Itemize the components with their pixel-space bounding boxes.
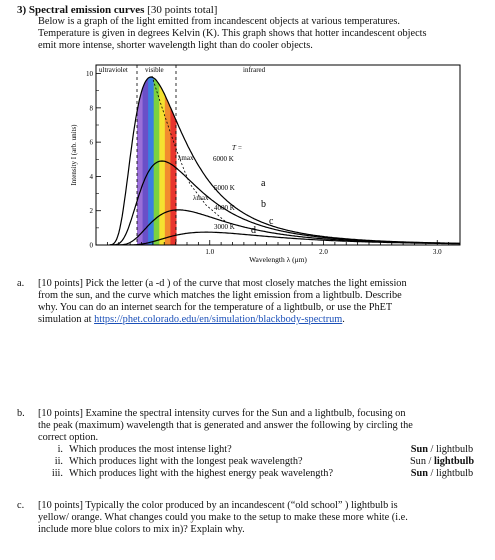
spectrum-stripe [137,77,144,245]
y-tick-label: 10 [86,70,94,78]
y-axis-label: Intensity I (arb. units) [70,124,78,186]
question-a-line: simulation at https://phet.colorado.edu/… [38,314,345,325]
question-c-line: [10 points] Typically the color produced… [38,500,398,511]
blackbody-graph: ultraviolet visible infrared 1.0 2.0 3.0 0 2… [70,64,461,264]
option-sun[interactable]: Sun [409,456,426,467]
header-text: Below is a graph of the light emitted fr… [17,16,487,52]
y-tick-label: 8 [90,104,94,112]
wien-peak-line [151,75,227,223]
curve-letter-c: c [269,216,274,227]
question-title: 3) Spectral emission curves [30 points t… [17,4,218,16]
curve-label-6000: 6000 K [213,155,234,163]
question-header: 3) Spectral emission curves [30 points t… [17,4,487,52]
option-lightbulb[interactable]: lightbulb [436,468,474,479]
question-c-line: yellow/ orange. What changes could you m… [38,512,408,523]
header-line: Below is a graph of the light emitted fr… [38,16,400,27]
spectrum-stripe [164,77,171,245]
y-tick-label: 6 [90,139,94,147]
curve-label-5000: 5000 K [214,184,235,192]
spectrum-stripe [159,77,166,245]
question-a-line: [10 points] Pick the letter (a -d ) of t… [38,278,407,289]
x-tick-label: 1.0 [205,248,214,256]
curve-label-3000: 3000 K [214,223,235,231]
curve-3000k [109,231,460,245]
spectrum-stripe [153,77,160,245]
visible-label: visible [145,66,164,74]
ir-label: infrared [243,66,266,74]
spectrum-stripe [142,77,149,245]
y-tick-label: 2 [90,207,94,215]
question-b-line: correct option. [38,432,99,443]
question-b: b. [10 points] Examine the spectral inte… [17,408,487,480]
header-line: emit more intense, shorter wavelength li… [38,40,313,51]
temperature-symbol: T = [232,144,243,152]
question-a-line: from the sun, and the curve which matche… [38,290,402,301]
option-sun[interactable]: Sun [410,444,428,455]
x-tick-label: 2.0 [319,248,328,256]
answer-options: Sun / lightbulb [410,468,474,479]
y-tick-label: 4 [90,173,94,181]
curve-letter-a: a [261,178,266,189]
question-a-letter: a. [17,278,25,289]
question-b-item-iii: iii. Which produces light with the highe… [17,468,487,480]
question-c: c. [10 points] Typically the color produ… [17,500,487,536]
lambda-max-label-1: λmax [178,154,194,162]
y-tick-label: 0 [90,242,94,250]
question-b-item-ii: ii. Which produces light with the longes… [17,456,487,468]
curve-letter-b: b [261,199,266,210]
answer-options: Sun / lightbulb [410,444,474,455]
spectrum-stripe [148,77,155,245]
question-c-line: include more blue colors to mix in)? Exp… [38,524,245,535]
option-sun[interactable]: Sun [410,468,428,479]
uv-label: ultraviolet [99,66,128,74]
question-a-line: why. You can do an internet search for t… [38,302,393,313]
curve-label-4000: 4000 K [214,204,235,212]
answer-options: Sun / lightbulb [409,456,475,467]
question-c-letter: c. [17,500,25,511]
curve-letter-d: d [251,225,256,236]
phet-simulation-link[interactable]: https://phet.colorado.edu/en/simulation/… [94,314,343,325]
question-b-item-i: i. Which produces the most intense light… [17,444,487,456]
question-b-line: [10 points] Examine the spectral intensi… [38,408,406,419]
question-b-line: the peak (maximum) wavelength that is ge… [38,420,413,431]
spectrum-stripe [170,77,177,245]
x-tick-label: 3.0 [433,248,442,256]
question-a: a. [10 points] Pick the letter (a -d ) o… [17,278,487,326]
header-line: Temperature is given in degrees Kelvin (… [38,28,427,39]
question-b-letter: b. [17,408,25,419]
option-lightbulb[interactable]: lightbulb [436,444,474,455]
x-axis-label: Wavelength λ (μm) [249,255,307,264]
option-lightbulb[interactable]: lightbulb [433,456,475,467]
